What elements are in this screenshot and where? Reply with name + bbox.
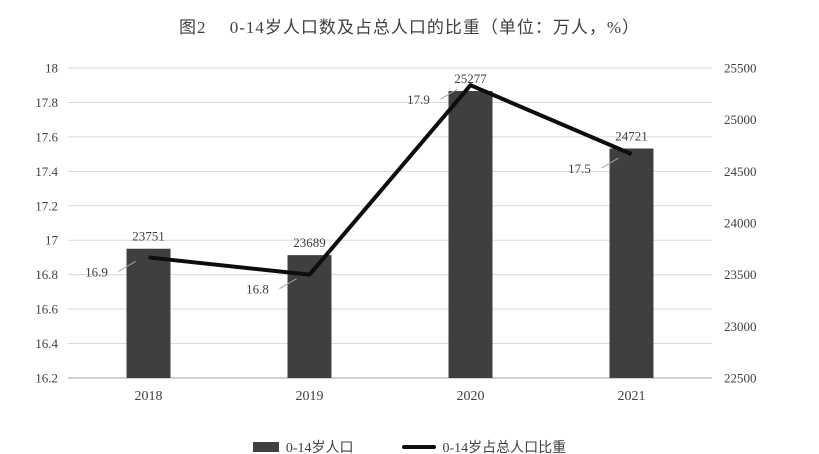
bar-value-label: 23689 — [293, 235, 326, 250]
line-series — [148, 83, 633, 277]
bar-series-swatch-icon — [252, 442, 279, 452]
chart-plot-area: 16.2 16.4 16.6 16.8 17 17.2 17.4 17.6 17.8 18 2250… — [35, 61, 757, 405]
legend-item-bar-series: 0-14岁人口 — [252, 437, 354, 454]
legend-item-line-series: 0-14岁占总人口比重 — [401, 437, 567, 454]
x-axis-category-label: 2019 — [296, 389, 324, 404]
bar-value-label: 23751 — [132, 229, 165, 244]
chart-legend: 0-14岁人口 0-14岁占总人口比重 — [0, 433, 819, 454]
right-axis-tick-label: 23000 — [724, 319, 757, 334]
legend-label-bar-series: 0-14岁人口 — [285, 441, 354, 454]
line-value-label: 16.9 — [85, 264, 108, 279]
left-axis-tick-label: 17.6 — [35, 129, 58, 144]
x-axis-category-label: 2021 — [618, 389, 646, 404]
line-label-leader — [118, 261, 136, 272]
bar-value-label: 25277 — [454, 71, 487, 86]
left-axis-tick-label: 17.2 — [35, 198, 58, 213]
line-series-swatch-icon — [401, 445, 436, 449]
left-axis-tick-label: 16.2 — [35, 371, 58, 386]
chart-title: 图2 0-14岁人口数及占总人口的比重（单位：万人，%） — [178, 18, 641, 37]
right-axis-tick-label: 22500 — [724, 371, 757, 386]
bar — [448, 91, 493, 378]
line-label-leader — [601, 157, 619, 169]
right-axis-tick-label: 24500 — [724, 164, 757, 179]
left-axis-tick-label: 18 — [45, 61, 58, 76]
left-axis-tick-label: 16.4 — [35, 336, 58, 351]
line-value-label: 17.5 — [568, 161, 591, 176]
right-axis-tick-label: 24000 — [724, 216, 757, 231]
bar — [126, 248, 171, 378]
line-value-label: 16.8 — [246, 282, 269, 297]
x-axis-category-label: 2018 — [135, 389, 163, 404]
line-value-label: 17.9 — [407, 92, 430, 107]
left-axis-tick-label: 17 — [45, 233, 59, 248]
right-axis-tick-label: 25500 — [724, 61, 757, 76]
left-axis-tick-label: 17.4 — [35, 164, 58, 179]
left-axis-tick-label: 17.8 — [35, 95, 58, 110]
left-axis-tick-label: 16.6 — [35, 302, 58, 317]
line-label-leader — [279, 278, 297, 290]
bar-value-label: 24721 — [615, 128, 648, 143]
line-label-leader — [440, 88, 458, 100]
right-axis-tick-label: 23500 — [724, 267, 757, 282]
x-axis-category-label: 2020 — [457, 389, 485, 404]
legend-label-line-series: 0-14岁占总人口比重 — [442, 441, 567, 454]
bar — [609, 148, 654, 378]
right-axis-tick-label: 25000 — [724, 112, 757, 127]
left-axis-tick-label: 16.8 — [35, 267, 58, 282]
